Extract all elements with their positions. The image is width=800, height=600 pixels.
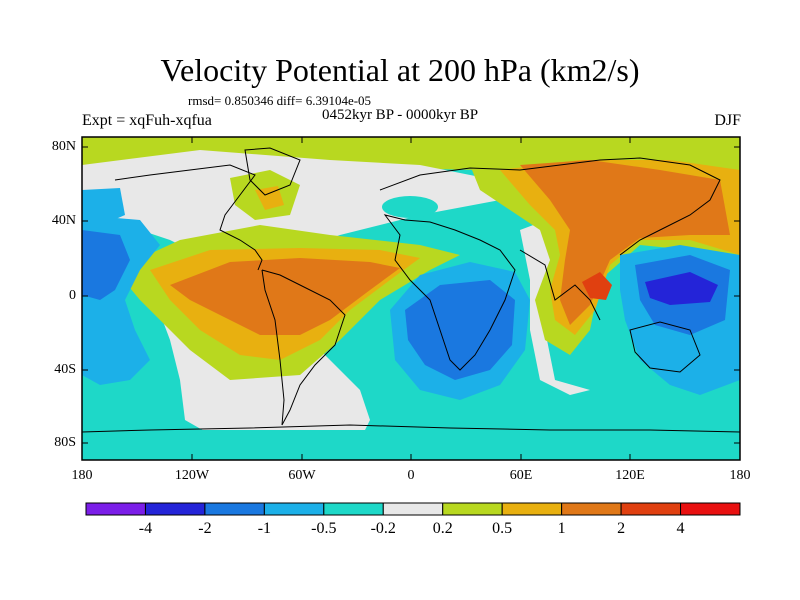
- colorbar-swatch: [501, 502, 563, 516]
- lon-label-60e: 60E: [509, 468, 533, 483]
- colorbar-label: 0.5: [492, 520, 513, 537]
- period-label: 0452kyr BP - 0000kyr BP: [321, 107, 479, 123]
- colorbar-label: 0.2: [432, 520, 453, 537]
- colorbar-label: -1: [257, 520, 272, 537]
- field-alaska-negative: [82, 188, 125, 228]
- colorbar-label: 4: [676, 520, 685, 537]
- colorbar-swatch: [680, 502, 741, 516]
- colorbar-label: -2: [198, 520, 212, 537]
- season-label: DJF: [714, 112, 741, 129]
- coastlines: [82, 147, 740, 433]
- lon-label-180e: 180: [729, 468, 751, 483]
- lat-label-40n: 40N: [51, 213, 76, 228]
- colorbar-label: 1: [557, 520, 566, 537]
- stats-line: rmsd= 0.850346 diff= 6.39104e-05: [188, 93, 372, 108]
- field-africa-core: [405, 280, 515, 380]
- lat-label-80s: 80S: [54, 435, 76, 450]
- colorbar-label: 2: [617, 520, 626, 537]
- colorbar-swatch: [442, 502, 503, 516]
- coast-south-asia: [519, 249, 601, 321]
- coast-antarctica: [82, 424, 740, 433]
- colorbar-swatch: [561, 502, 622, 516]
- lon-label-120w: 120W: [174, 468, 210, 483]
- coast-eurasia-north: [379, 157, 721, 256]
- field-eastpacific-core: [82, 230, 130, 300]
- field-asia-2: [520, 160, 730, 325]
- coast-south-america-east: [261, 269, 346, 426]
- colorbar-label: -4: [138, 520, 153, 537]
- map-title: Velocity Potential at 200 hPa (km2/s): [160, 52, 640, 88]
- coast-greenland: [244, 147, 301, 196]
- lon-label-60w: 60W: [288, 468, 316, 483]
- coast-south-america-west: [261, 269, 285, 426]
- colorbar-swatch: [85, 502, 146, 516]
- lon-ticks: [191, 137, 631, 460]
- colorbar-swatch: [144, 502, 206, 516]
- colorbar-swatch: [382, 502, 444, 516]
- colorbar-swatch: [620, 502, 682, 516]
- field-atlantic-small: [382, 196, 438, 218]
- lon-label-0: 0: [407, 468, 415, 483]
- field-antarctic: [82, 430, 740, 460]
- colorbar-swatch: [323, 502, 384, 516]
- colorbar-label: -0.5: [311, 520, 337, 537]
- colorbar: [85, 502, 741, 516]
- lon-label-120e: 120E: [615, 468, 645, 483]
- experiment-label: Expt = xqFuh-xqfua: [82, 112, 212, 129]
- lat-label-40s: 40S: [54, 362, 76, 377]
- lat-label-80n: 80N: [51, 139, 76, 154]
- coast-north-america: [114, 164, 263, 271]
- lat-ticks: [82, 146, 740, 444]
- colorbar-swatch: [204, 502, 265, 516]
- field-asia-peak: [582, 272, 612, 300]
- coast-australia: [629, 321, 701, 373]
- field-neutral-north: [82, 150, 520, 260]
- lon-label-180w: 180: [71, 468, 93, 483]
- field-americas-2: [170, 258, 400, 335]
- colorbar-swatch: [263, 502, 325, 516]
- coast-africa: [383, 214, 516, 371]
- field-westpacific-core: [645, 272, 718, 305]
- colorbar-label: -0.2: [370, 520, 396, 537]
- contour-field: [82, 137, 740, 460]
- lat-label-0: 0: [69, 288, 76, 303]
